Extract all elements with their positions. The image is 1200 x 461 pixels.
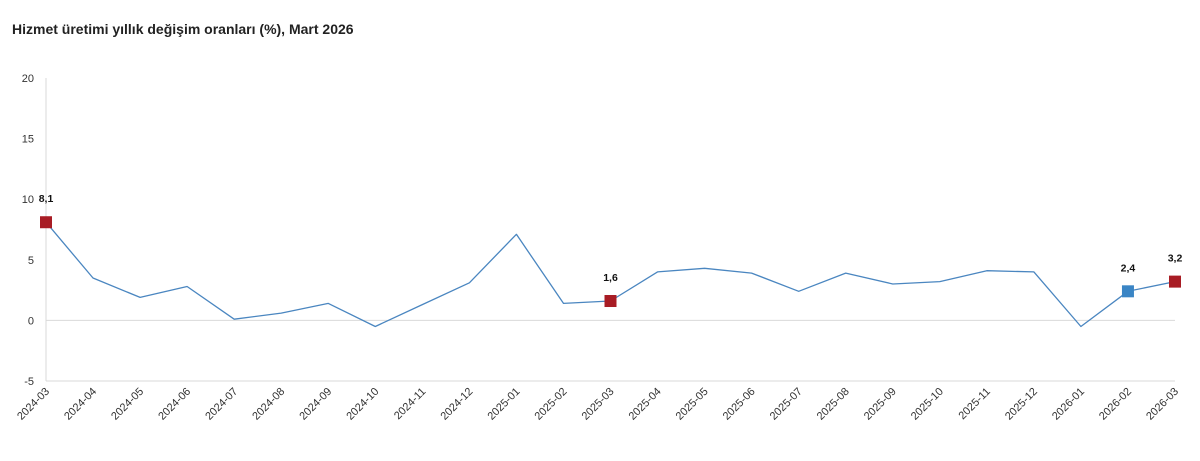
x-tick-label: 2025-08	[815, 386, 852, 423]
highlight-marker	[40, 216, 52, 229]
x-tick-label: 2024-04	[62, 386, 99, 423]
data-label: 2,4	[1121, 262, 1136, 274]
y-tick-label: 20	[22, 73, 34, 85]
x-tick-label: 2024-06	[156, 386, 193, 423]
y-tick-label: 0	[28, 315, 34, 327]
highlight-marker	[1121, 285, 1134, 298]
x-tick-label: 2024-08	[250, 386, 287, 423]
x-tick-label: 2025-01	[486, 386, 523, 423]
highlight-marker	[604, 295, 617, 308]
x-tick-label: 2025-04	[627, 386, 664, 423]
highlight-markers	[40, 216, 1181, 308]
y-tick-label: 15	[22, 134, 34, 146]
x-tick-label: 2025-07	[768, 386, 805, 423]
data-label: 8,1	[39, 193, 54, 205]
x-tick-label: 2024-09	[297, 386, 334, 423]
x-tick-label: 2024-05	[109, 386, 146, 423]
highlight-marker	[1169, 275, 1181, 288]
x-tick-label: 2025-02	[533, 386, 570, 423]
x-axis: 2024-03 2024-04 2024-05 2024-06 2024-07 2024-…	[15, 380, 1181, 423]
y-tick-label: 10	[22, 194, 34, 206]
x-tick-label: 2024-10	[344, 386, 381, 423]
x-tick-label: 2026-01	[1050, 386, 1087, 423]
x-tick-label: 2025-10	[909, 386, 946, 423]
data-labels: 8,1 1,6 2,4 3,2	[39, 193, 1183, 284]
chart-title: Hizmet üretimi yıllık değişim oranları (…	[12, 21, 354, 37]
x-tick-label: 2026-02	[1097, 386, 1134, 423]
x-tick-label: 2025-05	[674, 386, 711, 423]
x-tick-label: 2025-11	[956, 386, 992, 422]
x-tick-label: 2024-12	[438, 386, 475, 423]
y-axis: -5 0 5 10 15 20	[22, 73, 1175, 388]
x-tick-label: 2025-03	[580, 386, 617, 423]
y-tick-label: -5	[24, 376, 34, 388]
x-tick-label: 2024-11	[392, 386, 428, 422]
x-tick-label: 2026-03	[1144, 386, 1181, 423]
x-tick-label: 2025-12	[1003, 386, 1040, 423]
data-label: 1,6	[603, 272, 618, 284]
x-tick-label: 2024-07	[203, 386, 240, 423]
x-tick-label: 2025-09	[862, 386, 899, 423]
x-tick-label: 2025-06	[721, 386, 758, 423]
y-tick-label: 5	[28, 255, 34, 267]
x-tick-label: 2024-03	[15, 386, 52, 423]
data-label: 3,2	[1168, 253, 1183, 265]
